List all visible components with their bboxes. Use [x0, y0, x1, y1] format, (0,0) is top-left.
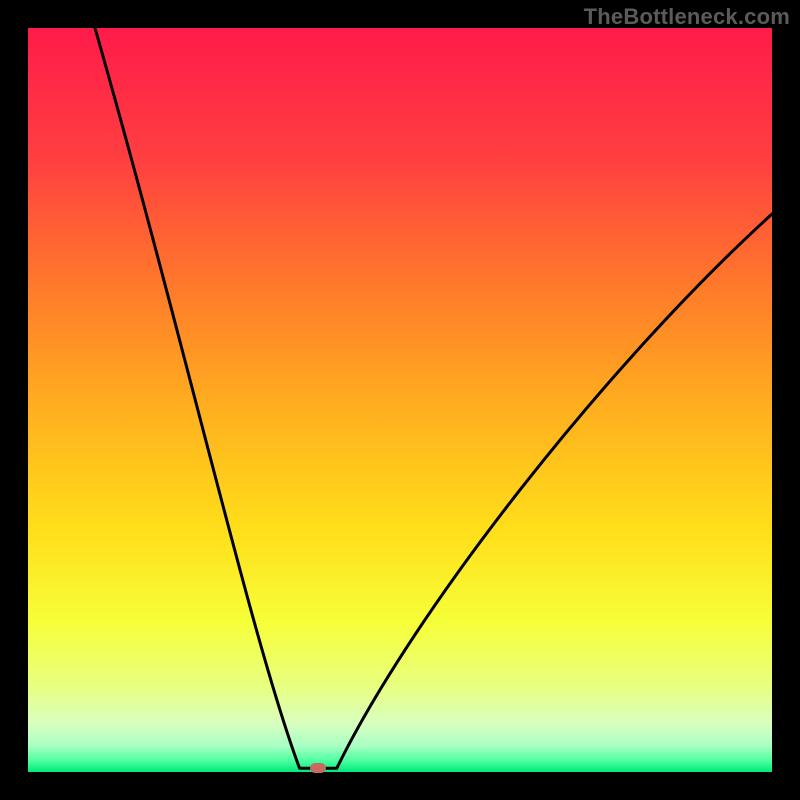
curve-path [95, 28, 772, 768]
watermark-text: TheBottleneck.com [584, 4, 790, 30]
optimal-point-marker [310, 763, 326, 773]
plot-area [28, 28, 772, 772]
bottleneck-curve [28, 28, 772, 772]
stage: TheBottleneck.com [0, 0, 800, 800]
